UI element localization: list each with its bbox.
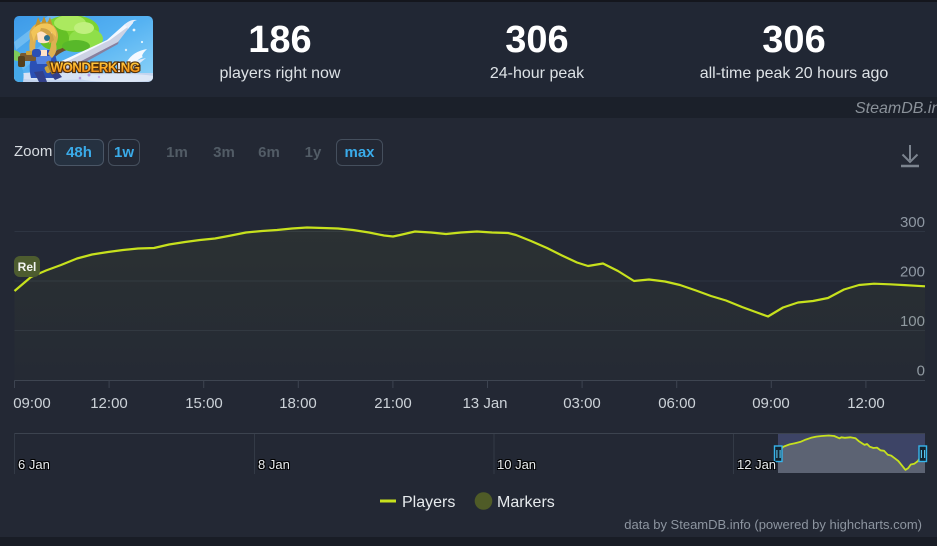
svg-text:21:00: 21:00 [374,395,412,412]
svg-text:03:00: 03:00 [563,395,601,412]
svg-text:8 Jan: 8 Jan [258,457,290,472]
svg-text:Markers: Markers [497,494,555,511]
svg-text:12:00: 12:00 [90,395,128,412]
svg-text:Players: Players [402,494,455,511]
svg-text:200: 200 [900,264,925,281]
svg-text:Rel: Rel [18,260,37,274]
svg-text:09:00: 09:00 [752,395,790,412]
svg-text:09:00: 09:00 [13,395,51,412]
svg-text:6 Jan: 6 Jan [18,457,50,472]
svg-text:WONDERK!NG: WONDERK!NG [50,60,139,75]
svg-text:10 Jan: 10 Jan [497,457,536,472]
svg-text:06:00: 06:00 [658,395,696,412]
svg-text:13 Jan: 13 Jan [462,395,507,412]
svg-text:15:00: 15:00 [185,395,223,412]
svg-text:data by SteamDB.info (powered: data by SteamDB.info (powered by highcha… [624,517,922,532]
svg-text:300: 300 [900,214,925,231]
svg-text:12 Jan: 12 Jan [737,457,776,472]
svg-text:18:00: 18:00 [279,395,317,412]
svg-text:12:00: 12:00 [847,395,885,412]
